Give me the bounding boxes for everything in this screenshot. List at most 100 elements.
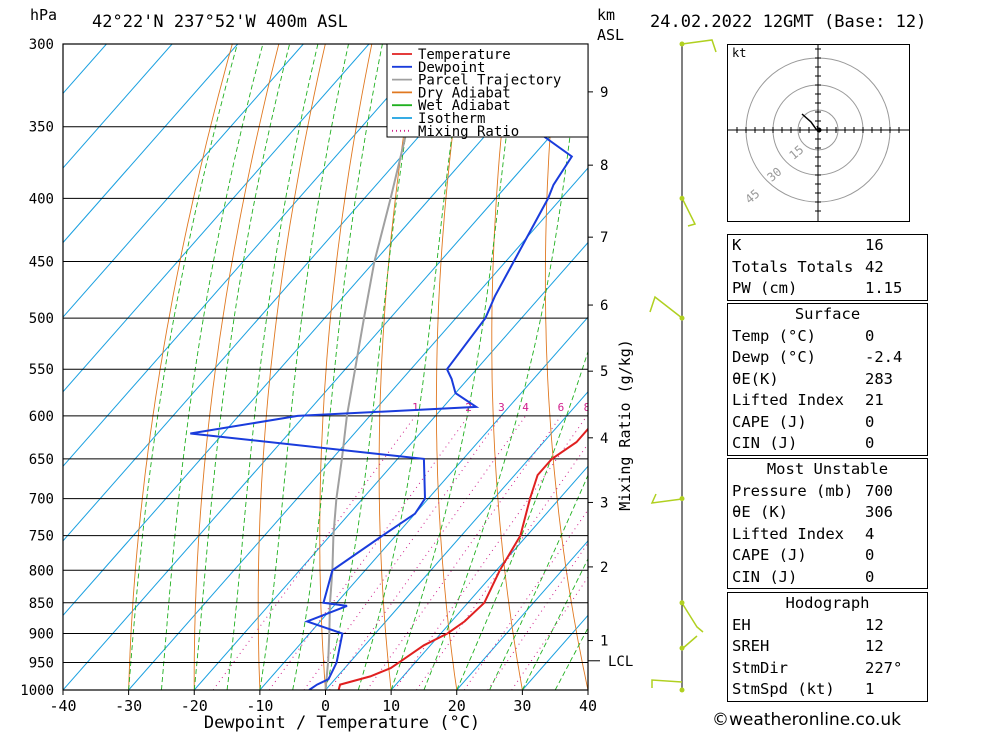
mu-label: Pressure (mb) <box>732 481 854 500</box>
mixing-ratio-label: 20 <box>668 401 681 414</box>
isotherm-line <box>456 540 588 690</box>
mixing-ratio-line <box>463 508 588 690</box>
wet-adiabat-line <box>423 44 583 690</box>
wet-adiabat-line <box>128 44 238 690</box>
skew-t-chart: 1 2 3 4 6 8 10 16 20 25 3003504004505005506006507… <box>20 37 720 733</box>
pressure-tick-label: 600 <box>29 409 54 425</box>
pressure-tick-label: 550 <box>29 362 54 378</box>
km-tick-label: 8 <box>600 158 608 174</box>
hodo-value: 12 <box>865 615 884 634</box>
temperature-tick-label: -10 <box>246 697 273 715</box>
dewpoint-line <box>190 63 588 690</box>
mixing-ratio-line <box>329 415 527 690</box>
surface-value: 0 <box>865 434 875 452</box>
x-axis-label: Dewpoint / Temperature (°C) <box>204 713 480 733</box>
mu-value: 306 <box>865 503 893 521</box>
wind-level-marker <box>679 687 685 693</box>
copyright-footer: ©weatheronline.co.uk <box>712 710 902 730</box>
dry-adiabat-line <box>128 44 233 690</box>
index-label: Totals Totals <box>732 257 854 276</box>
pressure-tick-label: 400 <box>29 191 54 207</box>
hodograph-stats-title: Hodograph <box>785 594 870 612</box>
dry-adiabat-line <box>491 44 523 690</box>
isotherm-line <box>128 167 588 690</box>
hodo-label: SREH <box>732 637 770 655</box>
temperature-tick-label: 30 <box>513 697 531 715</box>
temperature-tick-label: -40 <box>49 697 76 715</box>
wind-barb <box>681 39 717 53</box>
mixing-ratio-label: 1 <box>412 401 419 414</box>
mixing-ratio-line <box>511 576 588 690</box>
km-tick-label: 2 <box>600 560 608 576</box>
hpa-unit-label: hPa <box>30 6 58 24</box>
surface-label: CIN (J) <box>732 434 798 452</box>
surface-value: 0 <box>865 412 875 431</box>
hodograph-stats-panel: Hodograph EH 12 SREH 12 StmDir 227° StmSpd … <box>727 592 928 702</box>
legend-label: Temperature <box>418 47 511 63</box>
isotherm-line <box>63 44 173 169</box>
temperature-tick-label: -30 <box>115 697 142 715</box>
isotherm-line <box>193 241 588 690</box>
wet-adiabat-line <box>292 44 383 690</box>
hodo-value: 12 <box>865 637 884 655</box>
km-tick-label: 5 <box>600 364 608 380</box>
storm-motion-marker <box>816 127 822 133</box>
mixing-ratio-line <box>487 542 588 690</box>
wind-barb <box>649 295 683 319</box>
pressure-tick-label: 650 <box>29 452 54 468</box>
mixing-ratio-label: 10 <box>601 401 614 414</box>
legend-label: Dry Adiabat <box>418 85 511 101</box>
pressure-tick-label: 900 <box>29 626 54 642</box>
surface-value: 0 <box>865 326 875 345</box>
isotherm-line <box>259 316 588 690</box>
wind-profile <box>649 39 717 693</box>
asl-unit-label: ASL <box>597 26 625 44</box>
legend-label: Isotherm <box>418 111 485 127</box>
legend-label: Mixing Ratio <box>418 124 519 140</box>
km-tick-label: 7 <box>600 230 608 246</box>
pressure-tick-label: 350 <box>29 120 54 136</box>
mixing-ratio-label: 6 <box>558 401 565 414</box>
wet-adiabat-line <box>193 44 291 690</box>
temperature-tick-label: 10 <box>382 697 400 715</box>
km-tick-label: 9 <box>600 85 608 101</box>
datetime-title: 24.02.2022 12GMT (Base: 12) <box>650 12 927 32</box>
mixing-ratio-line <box>366 415 562 690</box>
temperature-tick-label: -20 <box>181 697 208 715</box>
pressure-tick-label: 850 <box>29 596 54 612</box>
wind-barb <box>681 635 698 650</box>
temperature-tick-label: 20 <box>448 697 466 715</box>
wet-adiabat-line <box>226 44 319 690</box>
mu-value: 700 <box>865 481 893 500</box>
surface-value: 21 <box>865 391 884 409</box>
mu-value: 4 <box>865 524 875 543</box>
dry-adiabat-line <box>257 44 326 690</box>
mixing-ratio-line <box>212 415 416 690</box>
mu-label: CIN (J) <box>732 567 798 586</box>
isotherm-line <box>63 44 370 393</box>
mixing-ratio-axis-label: Mixing Ratio (g/kg) <box>616 339 634 511</box>
temperature-line <box>337 427 588 690</box>
mixing-ratio-line <box>416 443 588 690</box>
temperature-tick-label: 0 <box>321 697 330 715</box>
isotherm-line <box>63 44 239 244</box>
pressure-tick-label: 450 <box>29 255 54 271</box>
surface-label: Temp (°C) <box>732 326 816 345</box>
hodo-label: StmDir <box>732 658 788 677</box>
legend-label: Dewpoint <box>418 60 485 76</box>
wind-barb <box>681 197 697 227</box>
km-tick-label: 1 <box>600 634 608 650</box>
temperature-tick-label: 40 <box>579 697 597 715</box>
dry-adiabat-line <box>435 44 466 690</box>
isotherm-line <box>63 44 435 468</box>
pressure-tick-label: 750 <box>29 529 54 545</box>
pressure-tick-label: 800 <box>29 563 54 579</box>
legend-box <box>386 43 589 138</box>
wet-adiabat-line <box>259 44 349 690</box>
surface-panel: Surface Temp (°C) 0 Dewp (°C) -2.4 θE(K) 28… <box>727 303 928 456</box>
km-tick-label: 4 <box>600 431 608 447</box>
dry-adiabat-line <box>648 44 720 690</box>
wet-adiabat-line <box>554 626 588 690</box>
surface-value: 283 <box>865 369 893 388</box>
pressure-tick-label: 500 <box>29 311 54 327</box>
